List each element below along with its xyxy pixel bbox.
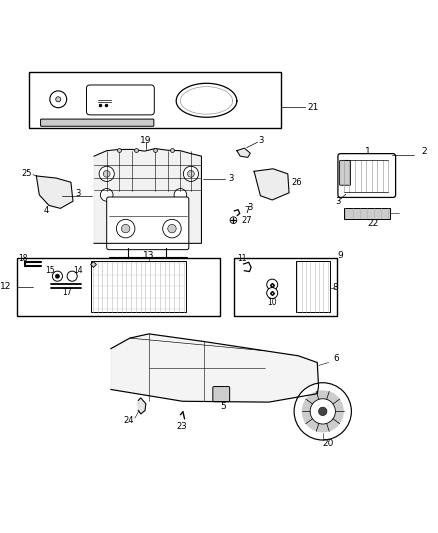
Polygon shape: [94, 149, 201, 244]
Text: 1: 1: [365, 147, 371, 156]
Polygon shape: [176, 83, 237, 117]
FancyBboxPatch shape: [86, 85, 154, 115]
Text: 3: 3: [228, 174, 233, 183]
Text: 20: 20: [322, 439, 333, 448]
Text: 3: 3: [335, 197, 341, 206]
Circle shape: [53, 271, 63, 281]
Circle shape: [103, 171, 110, 177]
Polygon shape: [254, 169, 289, 200]
Text: 3: 3: [258, 136, 264, 146]
Circle shape: [310, 399, 336, 424]
Circle shape: [100, 189, 113, 201]
Text: 27: 27: [242, 216, 252, 225]
FancyBboxPatch shape: [338, 154, 396, 197]
FancyBboxPatch shape: [91, 261, 186, 312]
FancyBboxPatch shape: [344, 208, 390, 219]
Text: 6: 6: [333, 354, 339, 363]
Circle shape: [302, 390, 344, 432]
Circle shape: [99, 166, 114, 181]
Polygon shape: [237, 148, 250, 157]
Polygon shape: [111, 334, 318, 402]
Circle shape: [294, 383, 351, 440]
Text: 10: 10: [267, 298, 277, 307]
Text: 12: 12: [0, 282, 11, 291]
Text: 7: 7: [244, 206, 250, 215]
Text: 9: 9: [338, 251, 343, 260]
Text: 4: 4: [44, 206, 49, 215]
FancyBboxPatch shape: [234, 257, 338, 316]
Text: 25: 25: [22, 168, 32, 177]
Circle shape: [184, 166, 198, 181]
Text: 13: 13: [143, 252, 155, 261]
FancyBboxPatch shape: [339, 160, 350, 185]
Text: 8: 8: [332, 283, 338, 292]
Text: 3: 3: [247, 203, 253, 212]
Text: 2: 2: [422, 147, 427, 156]
Text: 24: 24: [124, 416, 134, 425]
FancyBboxPatch shape: [17, 257, 220, 316]
Circle shape: [174, 189, 187, 201]
Text: 18: 18: [18, 254, 27, 263]
Text: 11: 11: [237, 254, 247, 263]
Circle shape: [162, 220, 181, 238]
Text: 26: 26: [291, 178, 301, 187]
FancyBboxPatch shape: [29, 71, 282, 128]
Text: 22: 22: [367, 220, 379, 229]
Text: 15: 15: [45, 266, 55, 275]
Circle shape: [121, 224, 130, 233]
Polygon shape: [36, 176, 73, 208]
Circle shape: [168, 224, 176, 233]
Circle shape: [67, 271, 77, 281]
FancyBboxPatch shape: [107, 197, 189, 249]
Text: 23: 23: [176, 422, 187, 431]
Text: 3: 3: [76, 189, 81, 198]
Text: 17: 17: [62, 288, 71, 297]
FancyBboxPatch shape: [41, 119, 154, 126]
FancyBboxPatch shape: [213, 386, 230, 402]
Circle shape: [50, 91, 67, 108]
Circle shape: [318, 407, 327, 416]
Text: 19: 19: [140, 136, 152, 144]
Circle shape: [187, 171, 194, 177]
Circle shape: [267, 288, 278, 298]
Text: 5: 5: [220, 402, 226, 411]
Circle shape: [230, 217, 237, 223]
Circle shape: [117, 220, 135, 238]
FancyBboxPatch shape: [296, 261, 330, 312]
Polygon shape: [138, 398, 146, 414]
Circle shape: [56, 97, 61, 102]
Text: 21: 21: [308, 103, 319, 112]
Text: 14: 14: [74, 266, 83, 275]
Circle shape: [267, 279, 278, 290]
Circle shape: [55, 274, 60, 278]
